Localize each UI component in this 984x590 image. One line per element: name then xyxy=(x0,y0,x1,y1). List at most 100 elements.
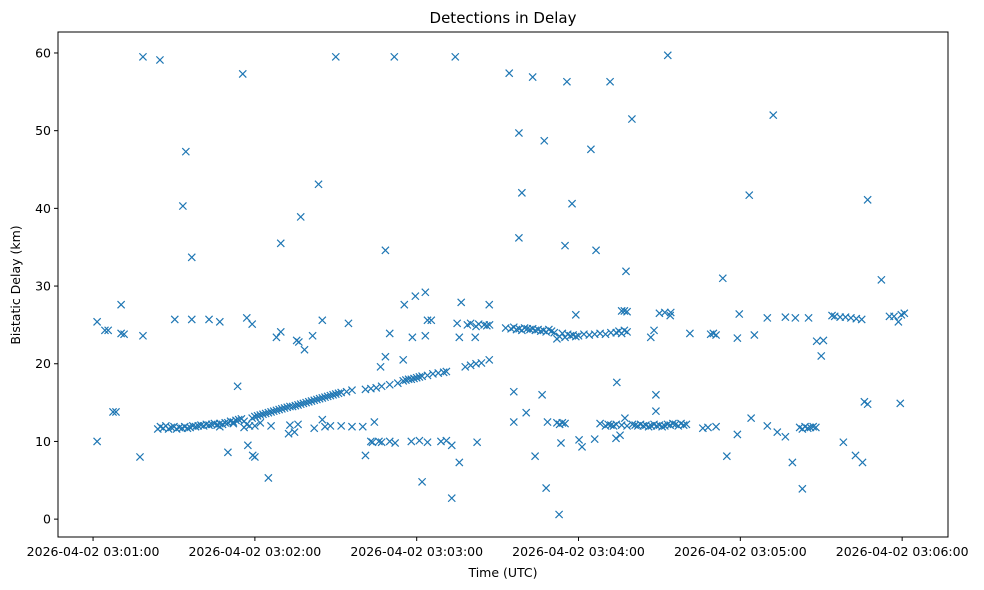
data-point xyxy=(240,423,249,432)
data-point xyxy=(399,376,408,385)
data-point xyxy=(574,331,583,340)
data-point xyxy=(596,419,605,428)
data-point xyxy=(117,329,126,338)
data-point xyxy=(828,311,837,320)
data-point xyxy=(347,386,356,395)
x-tick-label: 2026-04-02 03:01:00 xyxy=(27,544,160,559)
data-point xyxy=(660,308,669,317)
data-point xyxy=(890,312,899,321)
data-point xyxy=(276,239,285,248)
data-point xyxy=(385,329,394,338)
data-point xyxy=(439,368,448,377)
data-point xyxy=(520,323,529,333)
data-point xyxy=(528,73,537,82)
data-point xyxy=(423,371,432,380)
data-point xyxy=(455,333,464,342)
data-point xyxy=(733,334,742,343)
data-point xyxy=(471,333,480,342)
data-point xyxy=(811,423,820,432)
data-point xyxy=(561,419,570,428)
data-point xyxy=(290,428,299,437)
data-point xyxy=(773,428,782,437)
data-point xyxy=(277,404,286,413)
x-axis-label: Time (UTC) xyxy=(467,565,537,580)
data-point xyxy=(323,392,332,401)
data-point xyxy=(623,307,632,316)
data-point xyxy=(896,399,905,408)
data-point xyxy=(361,451,370,460)
data-point xyxy=(342,387,351,396)
data-point xyxy=(415,436,424,445)
data-point xyxy=(409,374,419,383)
data-point xyxy=(427,316,436,325)
data-point xyxy=(407,375,416,384)
data-point xyxy=(509,417,518,427)
data-point xyxy=(100,326,109,335)
data-point xyxy=(763,421,772,430)
x-tick-label: 2026-04-02 03:04:00 xyxy=(512,544,645,559)
data-point xyxy=(466,361,475,370)
data-point xyxy=(183,424,192,433)
data-point xyxy=(138,331,147,340)
data-point xyxy=(571,332,580,341)
data-point xyxy=(568,199,577,208)
data-point xyxy=(294,337,303,347)
data-point xyxy=(712,330,721,340)
data-point xyxy=(421,331,430,340)
data-point xyxy=(763,313,772,322)
data-point xyxy=(575,435,584,444)
data-point xyxy=(658,422,667,431)
data-point xyxy=(312,395,321,404)
data-point xyxy=(318,316,327,325)
data-point xyxy=(712,422,721,431)
data-point xyxy=(466,319,475,328)
data-point xyxy=(542,484,551,493)
data-point xyxy=(347,422,356,431)
data-point xyxy=(291,401,300,410)
data-point xyxy=(592,246,601,255)
data-point xyxy=(304,397,313,406)
data-point xyxy=(415,372,424,381)
data-point xyxy=(308,331,317,340)
data-point xyxy=(809,422,818,431)
data-point xyxy=(258,410,267,419)
data-point xyxy=(679,421,688,430)
data-point xyxy=(221,418,230,427)
data-point xyxy=(243,441,252,450)
data-point xyxy=(275,405,284,414)
data-point xyxy=(256,418,265,427)
data-point xyxy=(646,333,655,342)
data-point xyxy=(666,308,675,317)
data-point xyxy=(358,422,367,431)
data-point xyxy=(267,421,276,430)
data-point xyxy=(571,310,580,319)
data-point xyxy=(611,434,621,443)
data-point xyxy=(215,317,224,326)
data-point xyxy=(300,345,309,354)
data-point xyxy=(310,396,319,405)
data-point xyxy=(376,362,385,371)
data-point xyxy=(307,397,316,406)
data-point xyxy=(663,51,672,60)
data-point xyxy=(385,437,394,446)
data-point xyxy=(264,473,273,482)
data-point xyxy=(256,410,265,420)
data-point xyxy=(310,424,319,433)
data-point xyxy=(267,407,276,416)
data-point xyxy=(604,420,613,429)
y-tick-label: 40 xyxy=(35,201,51,216)
data-point xyxy=(735,309,744,319)
data-point xyxy=(302,398,311,407)
data-point xyxy=(601,330,610,339)
data-point xyxy=(485,320,494,329)
data-point xyxy=(863,400,872,409)
data-point xyxy=(804,313,813,322)
data-point xyxy=(781,432,790,441)
data-point xyxy=(135,452,145,462)
x-tick-label: 2026-04-02 03:06:00 xyxy=(836,544,969,559)
data-point xyxy=(505,69,514,78)
data-point xyxy=(682,420,691,429)
data-point xyxy=(798,484,807,493)
